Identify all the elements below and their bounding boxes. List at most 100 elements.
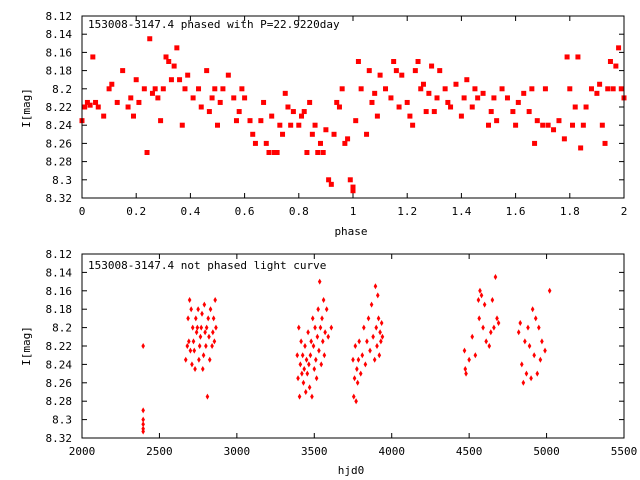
- phased-data-point: [564, 54, 570, 60]
- phased-data-point: [594, 90, 600, 96]
- unphased-data-point: [326, 333, 331, 340]
- phased-data-point: [488, 109, 494, 115]
- unphased-data-point: [204, 324, 209, 331]
- unphased-data-point: [355, 379, 360, 386]
- phased-data-point: [521, 90, 527, 96]
- phased-data-point: [613, 63, 619, 69]
- unphased-data-point: [211, 315, 216, 322]
- phased-data-point: [575, 54, 581, 60]
- phased-data-point: [486, 122, 491, 128]
- phased-data-point: [280, 131, 286, 137]
- phased-data-point: [125, 104, 131, 110]
- unphased-data-point: [301, 379, 306, 386]
- unphased-data-point: [321, 297, 326, 303]
- phased-data-point: [206, 109, 212, 115]
- unphased-data-point: [186, 315, 190, 322]
- unphased-data-point: [314, 356, 318, 363]
- phased-data-point: [277, 122, 283, 128]
- unphased-data-point: [313, 324, 317, 331]
- unphased-data-point: [303, 389, 308, 395]
- unphased-data-point: [141, 428, 145, 435]
- phased-y-tick-label: 8.32: [46, 192, 73, 205]
- phased-data-point: [494, 118, 500, 124]
- phased-y-tick-label: 8.2: [52, 83, 72, 96]
- phased-data-point: [472, 86, 478, 92]
- phased-data-point: [396, 104, 402, 110]
- unphased-y-tick-label: 8.12: [46, 248, 73, 261]
- phased-data-point: [179, 122, 185, 128]
- phased-data-point: [258, 118, 264, 124]
- phased-x-tick-label: 0: [79, 205, 86, 218]
- unphased-data-point: [310, 393, 314, 400]
- unphased-data-point: [375, 343, 379, 349]
- phased-data-point: [578, 145, 584, 151]
- unphased-y-tick-label: 8.3: [52, 414, 72, 427]
- unphased-data-point: [462, 347, 467, 354]
- unphased-data-point: [187, 338, 191, 345]
- phased-data-point: [526, 109, 532, 115]
- phased-x-tick-label: 2: [621, 205, 628, 218]
- phased-data-point: [160, 86, 166, 92]
- phased-data-point: [109, 81, 115, 87]
- unphased-data-point: [518, 320, 523, 326]
- phased-data-point: [209, 95, 215, 101]
- phased-data-point: [177, 77, 183, 83]
- phased-data-point: [84, 99, 90, 105]
- phased-data-point: [147, 36, 153, 42]
- unphased-data-point: [532, 352, 536, 359]
- unphased-data-point: [201, 352, 206, 359]
- unphased-data-point: [310, 315, 315, 322]
- unphased-data-point: [323, 329, 327, 336]
- unphased-y-tick-label: 8.22: [46, 340, 73, 353]
- unphased-data-point: [190, 361, 194, 368]
- phased-data-point: [407, 113, 413, 119]
- phased-data-point: [480, 90, 486, 96]
- unphased-x-tick-label: 4000: [378, 445, 405, 458]
- phased-data-point: [464, 77, 470, 83]
- phased-data-point: [610, 86, 616, 92]
- phased-data-point: [185, 72, 191, 78]
- phased-data-point: [309, 131, 315, 137]
- unphased-data-point: [300, 352, 305, 359]
- phased-data-point: [342, 140, 348, 146]
- phased-data-point: [128, 95, 134, 101]
- unphased-data-point: [322, 352, 327, 359]
- unphased-data-point: [373, 283, 378, 290]
- unphased-chart-frame: [81, 253, 625, 439]
- unphased-chart-title: 153008-3147.4 not phased light curve: [88, 259, 326, 272]
- phased-data-point: [607, 59, 613, 64]
- phased-data-point: [437, 68, 443, 74]
- phased-data-point: [336, 104, 342, 110]
- phased-data-point: [212, 86, 218, 92]
- unphased-data-point: [204, 343, 208, 349]
- unphased-data-point: [363, 361, 368, 368]
- unphased-data-point: [479, 292, 484, 299]
- phased-data-point: [369, 99, 375, 105]
- unphased-data-point: [477, 315, 482, 322]
- unphased-data-point: [307, 384, 312, 391]
- unphased-data-point: [521, 379, 526, 386]
- unphased-y-tick-label: 8.26: [46, 377, 73, 390]
- phased-data-point: [399, 72, 405, 78]
- phased-data-point: [529, 86, 535, 92]
- unphased-data-point: [540, 338, 544, 345]
- phased-data-point: [87, 102, 93, 108]
- phased-data-point: [171, 63, 177, 69]
- unphased-data-point: [183, 356, 188, 363]
- phased-chart-axes: 0 0.2 0.4 0.6 0.8 1 1.2 1.4 1.6 1.8 2 8.12 8.14 8.16 8…: [46, 10, 628, 218]
- phased-data-point: [420, 81, 426, 87]
- unphased-data-point: [463, 366, 468, 372]
- phased-data-point: [261, 99, 267, 105]
- unphased-light-curve-chart: I[mag] hjd0 2000 2500 3000 3500 4000 4500 5000…: [20, 248, 637, 477]
- phased-data-point: [510, 109, 516, 115]
- phased-data-point: [136, 99, 142, 105]
- phased-data-point: [391, 59, 397, 64]
- unphased-data-point: [206, 315, 211, 322]
- phased-data-point: [236, 109, 242, 115]
- unphased-data-point: [195, 324, 200, 331]
- unphased-data-point: [194, 329, 199, 336]
- phased-data-point: [82, 104, 88, 110]
- unphased-data-point: [141, 421, 145, 428]
- phased-data-point: [377, 72, 383, 78]
